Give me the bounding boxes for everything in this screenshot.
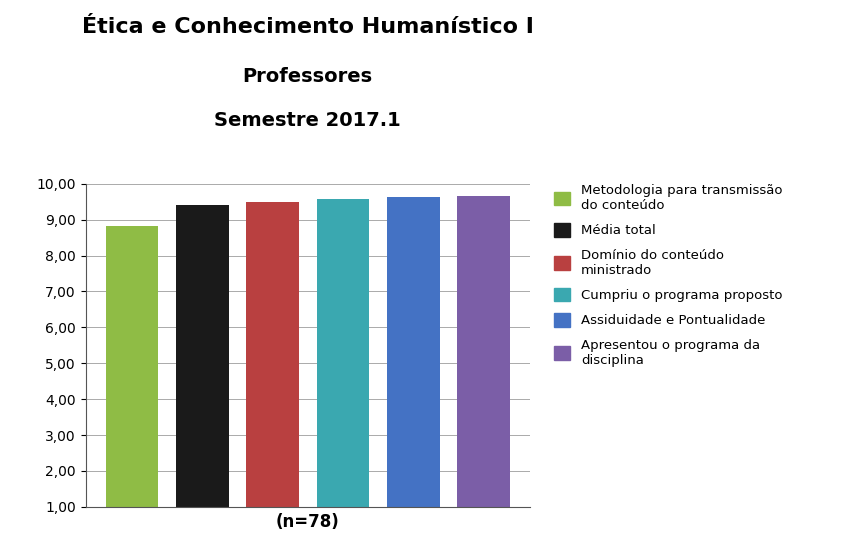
Bar [316,199,369,507]
Bar [176,205,229,507]
Bar [106,226,158,507]
Text: (n=78): (n=78) [276,514,339,531]
Text: Ética e Conhecimento Humanístico I: Ética e Conhecimento Humanístico I [82,17,534,37]
Text: Semestre 2017.1: Semestre 2017.1 [215,111,401,130]
Bar [386,197,439,507]
Legend: Metodologia para transmissão
do conteúdo, Média total, Domínio do conteúdo
minis: Metodologia para transmissão do conteúdo… [555,184,782,367]
Bar [457,196,510,507]
Text: Professores: Professores [243,67,373,86]
Bar [246,202,299,507]
